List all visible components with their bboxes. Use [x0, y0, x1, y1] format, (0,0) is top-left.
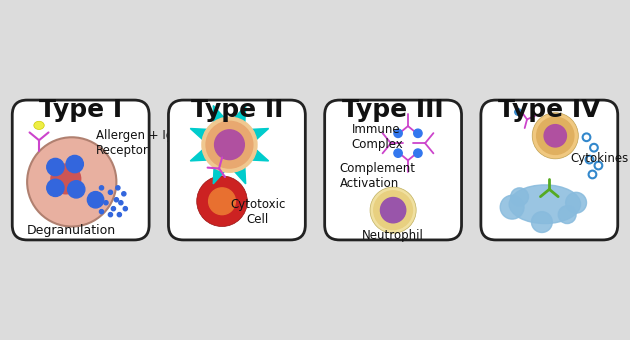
Circle shape — [537, 117, 574, 154]
Circle shape — [532, 212, 553, 233]
Circle shape — [100, 186, 103, 190]
Circle shape — [88, 191, 104, 208]
Circle shape — [370, 187, 416, 233]
Circle shape — [414, 129, 422, 137]
Circle shape — [104, 201, 108, 205]
Text: Neutrophil: Neutrophil — [362, 229, 424, 242]
Circle shape — [116, 186, 120, 190]
Circle shape — [47, 179, 64, 197]
Circle shape — [114, 198, 118, 202]
Circle shape — [566, 192, 587, 213]
FancyBboxPatch shape — [324, 100, 462, 240]
Circle shape — [67, 181, 85, 198]
Circle shape — [206, 121, 253, 168]
Ellipse shape — [509, 185, 581, 224]
Circle shape — [122, 192, 126, 196]
Circle shape — [544, 125, 566, 147]
Circle shape — [119, 201, 123, 205]
Polygon shape — [251, 129, 268, 141]
Text: Type II: Type II — [191, 99, 283, 122]
Circle shape — [108, 212, 113, 217]
Polygon shape — [190, 149, 209, 161]
Ellipse shape — [34, 121, 44, 130]
Polygon shape — [190, 129, 209, 141]
Circle shape — [112, 207, 115, 211]
FancyBboxPatch shape — [12, 100, 149, 240]
Circle shape — [202, 117, 257, 172]
Circle shape — [394, 129, 402, 137]
Polygon shape — [213, 105, 226, 124]
Circle shape — [394, 149, 402, 157]
Circle shape — [558, 206, 576, 224]
Text: Immune
Complex: Immune Complex — [352, 123, 403, 151]
Text: Complement
Activation: Complement Activation — [340, 162, 416, 190]
Circle shape — [108, 190, 113, 194]
Text: Type I: Type I — [39, 99, 122, 122]
Circle shape — [197, 176, 248, 226]
Circle shape — [500, 195, 524, 219]
Polygon shape — [234, 105, 246, 124]
Text: Type III: Type III — [342, 99, 444, 122]
Circle shape — [381, 198, 406, 223]
Circle shape — [100, 209, 103, 214]
Text: Allergen + IgE
Receptor: Allergen + IgE Receptor — [96, 129, 180, 157]
FancyBboxPatch shape — [481, 100, 618, 240]
Polygon shape — [251, 149, 268, 161]
Circle shape — [374, 191, 413, 230]
Circle shape — [511, 188, 529, 206]
Circle shape — [47, 158, 64, 176]
Circle shape — [515, 109, 522, 115]
Circle shape — [27, 137, 117, 226]
Text: Type IV: Type IV — [498, 99, 600, 122]
Ellipse shape — [51, 164, 81, 194]
FancyBboxPatch shape — [168, 100, 306, 240]
Circle shape — [215, 130, 244, 159]
Text: Cytotoxic
Cell: Cytotoxic Cell — [230, 198, 285, 226]
Circle shape — [117, 212, 122, 217]
Circle shape — [209, 188, 236, 215]
Circle shape — [414, 149, 422, 157]
Text: Cytokines: Cytokines — [570, 152, 628, 165]
Polygon shape — [234, 166, 246, 184]
Text: Degranulation: Degranulation — [27, 224, 117, 238]
Polygon shape — [213, 166, 226, 184]
Circle shape — [123, 207, 127, 211]
Circle shape — [532, 113, 578, 159]
Circle shape — [66, 155, 83, 173]
